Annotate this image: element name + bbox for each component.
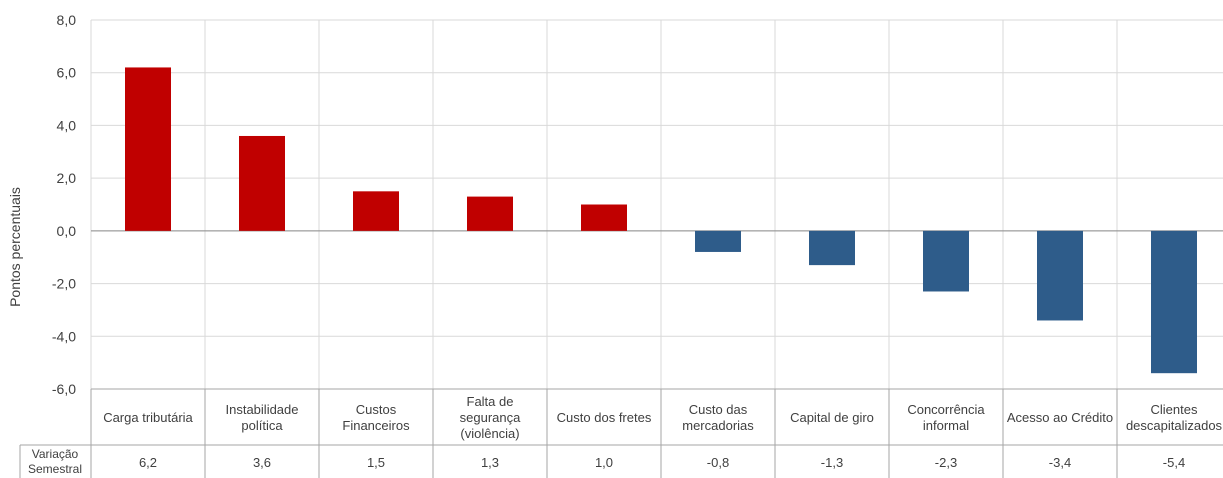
- x-category-label-line: Capital de giro: [790, 410, 874, 425]
- data-label: 6,2: [139, 455, 157, 470]
- bar-4: [581, 204, 627, 231]
- x-category-label-line: Acesso ao Crédito: [1007, 410, 1113, 425]
- bar-7: [923, 230, 969, 292]
- x-category-label-line: Clientes: [1151, 402, 1198, 417]
- y-axis-ticks: 8,0 6,0 4,0 2,0 0,0 -2,0 -4,0 -6,0: [52, 12, 76, 397]
- bars: [125, 67, 1197, 374]
- x-category-label-line: segurança: [460, 410, 521, 425]
- data-label: 1,0: [595, 455, 613, 470]
- bar-0: [125, 67, 171, 231]
- y-tick-label: -4,0: [52, 328, 76, 344]
- data-label: -0,8: [707, 455, 729, 470]
- y-tick-label: 2,0: [57, 170, 77, 186]
- bar-9: [1151, 230, 1197, 374]
- y-tick-label: 0,0: [57, 223, 77, 239]
- bar-5: [695, 230, 741, 252]
- bar-6: [809, 230, 855, 266]
- table-row-header-line: Variação: [32, 447, 79, 461]
- x-category-label: Capital de giro: [790, 410, 874, 425]
- x-category-label: Custos Financeiros: [342, 402, 410, 433]
- x-category-label-line: Custos: [356, 402, 397, 417]
- x-category-label-line: Custo das: [689, 402, 748, 417]
- x-category-label-line: Financeiros: [342, 418, 410, 433]
- x-category-label-line: mercadorias: [682, 418, 754, 433]
- y-tick-label: 6,0: [57, 65, 77, 81]
- table-row-header-line: Semestral: [28, 462, 82, 476]
- x-category-label-line: política: [241, 418, 283, 433]
- bar-1: [239, 135, 285, 231]
- data-label: 1,5: [367, 455, 385, 470]
- y-tick-label: 8,0: [57, 12, 77, 28]
- x-category-label-line: Falta de: [467, 394, 514, 409]
- x-category-label: Concorrência informal: [907, 402, 985, 433]
- x-category-label-line: informal: [923, 418, 969, 433]
- x-category-label: Falta de segurança (violência): [460, 394, 521, 441]
- x-category-label: Custo dos fretes: [557, 410, 652, 425]
- x-category-label-line: Concorrência: [907, 402, 985, 417]
- x-category-label: Carga tributária: [103, 410, 193, 425]
- bar-2: [353, 191, 399, 231]
- table-row-header: Variação Semestral: [28, 447, 82, 476]
- x-category-label: Acesso ao Crédito: [1007, 410, 1113, 425]
- x-category-label: Custo das mercadorias: [682, 402, 754, 433]
- x-category-label: Instabilidade política: [226, 402, 299, 433]
- y-tick-label: 4,0: [57, 117, 77, 133]
- bar-8: [1037, 230, 1083, 321]
- y-axis-title: Pontos percentuais: [7, 187, 23, 307]
- bar-3: [467, 196, 513, 231]
- x-category-label-line: Instabilidade: [226, 402, 299, 417]
- data-label: -3,4: [1049, 455, 1071, 470]
- data-label: -1,3: [821, 455, 843, 470]
- data-table: Carga tributária Instabilidade política Cus…: [19, 388, 1223, 478]
- x-category-label: Clientes descapitalizados: [1126, 402, 1223, 433]
- data-label: -2,3: [935, 455, 957, 470]
- x-category-label-line: (violência): [460, 426, 519, 441]
- x-category-label-line: Custo dos fretes: [557, 410, 652, 425]
- y-tick-label: -6,0: [52, 381, 76, 397]
- x-category-label-line: Carga tributária: [103, 410, 193, 425]
- data-label: 3,6: [253, 455, 271, 470]
- data-label: -5,4: [1163, 455, 1185, 470]
- data-label: 1,3: [481, 455, 499, 470]
- y-tick-label: -2,0: [52, 276, 76, 292]
- x-category-label-line: descapitalizados: [1126, 418, 1223, 433]
